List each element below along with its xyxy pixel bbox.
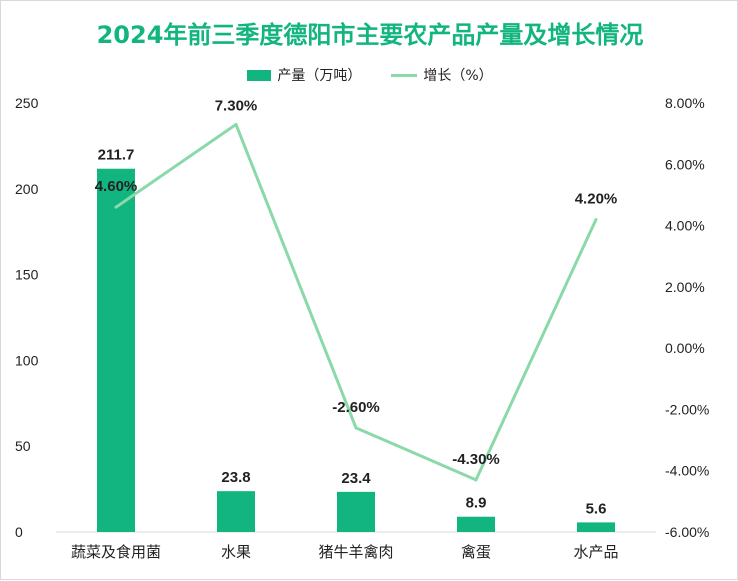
bars [97,168,615,533]
legend-bar-swatch [247,69,272,81]
right-tick-label: 6.00% [665,156,705,172]
left-tick-label: 100 [15,352,39,368]
bar-value-label: 23.8 [221,469,250,486]
growth-value-label: 4.20% [575,190,618,207]
right-tick-label: -2.00% [665,401,709,417]
growth-line [114,122,598,482]
growth-value-label: -2.60% [332,399,380,416]
bar-value-label: 5.6 [586,500,607,517]
legend-label-growth: 增长（%） [423,68,493,84]
legend-line-swatch [391,73,418,77]
growth-value-label: 7.30% [215,97,258,114]
growth-point [114,205,118,209]
legend-item-growth: 增长（%） [391,65,493,85]
right-tick-label: 0.00% [665,340,705,356]
right-tick-label: 8.00% [665,95,705,111]
bar [457,516,495,532]
left-tick-label: 50 [15,438,31,454]
left-tick-label: 0 [15,524,23,540]
category-label: 蔬菜及食用菌 [71,544,161,561]
chart-title: 2024年前三季度德阳市主要农产品产量及增长情况 [96,21,644,49]
bar [97,168,135,533]
right-axis: -6.00% -4.00% -2.00% 0.00% 2.00% 4.00% 6.00% 8.… [665,95,709,540]
category-label: 禽蛋 [461,544,491,561]
category-label: 水果 [221,544,251,561]
right-tick-label: 4.00% [665,218,705,234]
growth-point [234,122,238,126]
bar [577,522,615,532]
legend: 产量（万吨） 增长（%） [1,65,738,85]
bar [217,491,255,532]
legend-item-output: 产量（万吨） [247,65,361,85]
growth-point [474,478,478,482]
bar-value-label: 23.4 [341,470,371,487]
bar-value-label: 8.9 [466,495,487,512]
right-tick-label: -4.00% [665,463,709,479]
bar [337,491,375,532]
category-label: 猪牛羊禽肉 [318,544,393,561]
left-tick-label: 200 [15,181,39,197]
left-tick-label: 150 [15,267,39,283]
left-tick-label: 250 [15,95,39,111]
growth-value-label: 4.60% [95,178,138,195]
right-tick-label: 2.00% [665,279,705,295]
legend-label-output: 产量（万吨） [277,68,362,84]
right-tick-label: -6.00% [665,524,709,540]
growth-value-label: -4.30% [452,451,500,468]
left-axis: 0 50 100 150 200 250 [15,95,39,540]
growth-point [354,426,358,430]
category-labels: 蔬菜及食用菌 水果 猪牛羊禽肉 禽蛋 水产品 [71,544,619,561]
growth-point [594,217,598,221]
bar-value-label: 211.7 [98,147,135,164]
category-label: 水产品 [573,544,618,561]
data-labels: 211.7 23.8 23.4 8.9 5.6 4.60% 7.30% -2.60% -4.30… [95,97,618,517]
